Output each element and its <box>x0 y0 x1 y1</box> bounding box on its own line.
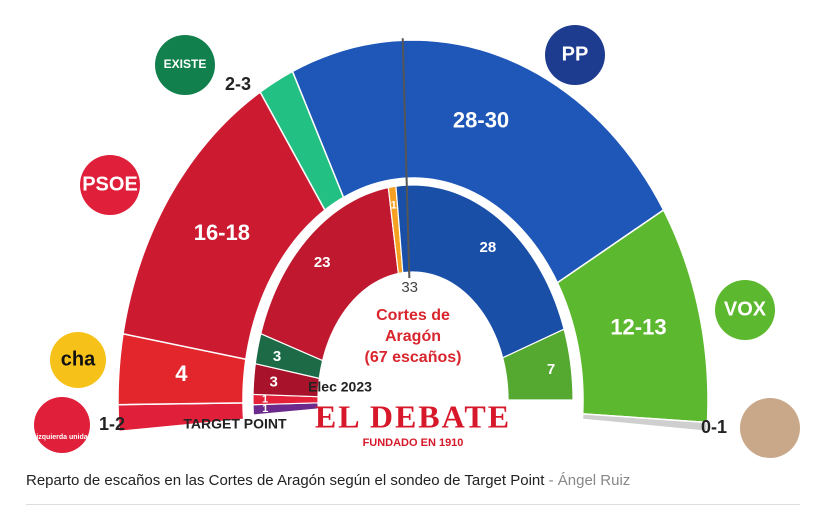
inner-value-label: 7 <box>547 361 555 378</box>
outer-value-label: 16-18 <box>194 220 250 245</box>
party-logo <box>740 398 800 458</box>
outer-value-label: 0-1 <box>701 417 727 437</box>
party-logo-text: izquierda unida <box>36 434 87 441</box>
inner-value-label: 3 <box>273 348 281 365</box>
outer-value-label: 2-3 <box>225 74 251 94</box>
inner-value-label: 1 <box>262 393 268 405</box>
party-logo-text: PP <box>562 43 589 65</box>
outer-value-label: 12-13 <box>610 315 666 340</box>
caption-text: Reparto de escaños en las Cortes de Arag… <box>26 472 545 489</box>
center-text: Cortes de <box>376 307 450 324</box>
inner-segment <box>501 328 574 401</box>
party-logo-text: VOX <box>724 298 767 320</box>
party-logo-text: cha <box>61 348 96 370</box>
outer-segment <box>581 413 709 433</box>
outer-value-label: 4 <box>175 361 188 386</box>
outer-value-label: 1-2 <box>99 414 125 434</box>
party-logo <box>545 25 605 85</box>
brand: EL DEBATE <box>315 398 511 434</box>
majority-line <box>401 38 411 291</box>
outer-value-label: 28-30 <box>453 108 509 133</box>
author: Ángel Ruiz <box>557 472 631 489</box>
party-logo <box>155 35 215 95</box>
majority-mask <box>395 278 424 299</box>
divider <box>26 504 800 505</box>
majority-label: 33 <box>401 279 418 296</box>
brand-subtitle: FUNDADO EN 1910 <box>363 437 464 449</box>
party-logo <box>50 332 106 388</box>
chart: 1-2416-182-328-3012-130-1113323128733izq… <box>34 25 800 458</box>
center-text: (67 escaños) <box>365 349 462 366</box>
party-logo <box>80 155 140 215</box>
inner-value-label: 23 <box>314 254 331 271</box>
inner-value-label: 1 <box>391 200 397 212</box>
party-logo-text: EXISTE <box>164 57 207 71</box>
center-text: Aragón <box>385 328 441 345</box>
caption: Reparto de escaños en las Cortes de Arag… <box>26 472 630 489</box>
party-logo <box>34 397 90 453</box>
inner-value-label: 1 <box>262 403 268 415</box>
outer-ring-name: TARGET POINT <box>183 416 287 432</box>
party-logo-text: PSOE <box>82 173 138 195</box>
inner-value-label: 28 <box>480 239 497 256</box>
party-logo <box>715 280 775 340</box>
inner-ring-name: Elec 2023 <box>308 379 372 395</box>
inner-value-label: 3 <box>269 373 277 390</box>
caption-separator: - <box>548 472 554 489</box>
